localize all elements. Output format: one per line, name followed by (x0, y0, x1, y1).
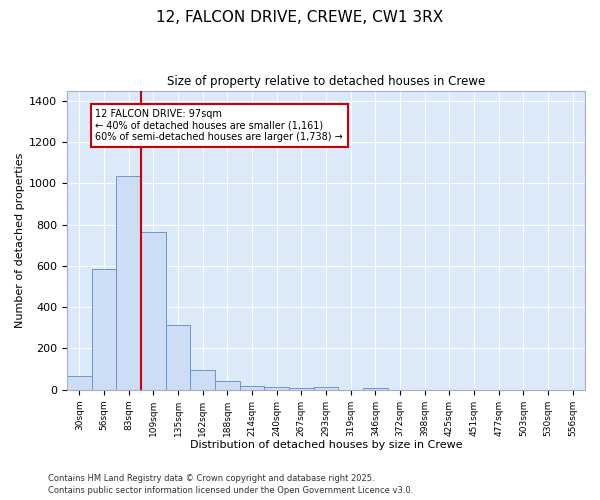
Bar (67, 376, 92, 390)
Bar (363, 388, 388, 390)
Bar (239, 386, 265, 390)
Bar (166, 324, 190, 390)
Text: 12 FALCON DRIVE: 97sqm
← 40% of detached houses are smaller (1,161)
60% of semi-: 12 FALCON DRIVE: 97sqm ← 40% of detached… (95, 109, 343, 142)
Bar (289, 388, 314, 390)
Bar (116, 176, 141, 390)
Bar (265, 386, 289, 390)
Bar (215, 381, 239, 390)
Bar (141, 232, 166, 390)
Text: 12, FALCON DRIVE, CREWE, CW1 3RX: 12, FALCON DRIVE, CREWE, CW1 3RX (157, 10, 443, 25)
Bar (314, 387, 338, 390)
Y-axis label: Number of detached properties: Number of detached properties (15, 152, 25, 328)
Text: Contains HM Land Registry data © Crown copyright and database right 2025.
Contai: Contains HM Land Registry data © Crown c… (48, 474, 413, 495)
X-axis label: Distribution of detached houses by size in Crewe: Distribution of detached houses by size … (190, 440, 463, 450)
Bar (92, 269, 116, 390)
Bar (190, 370, 215, 390)
Title: Size of property relative to detached houses in Crewe: Size of property relative to detached ho… (167, 75, 485, 88)
